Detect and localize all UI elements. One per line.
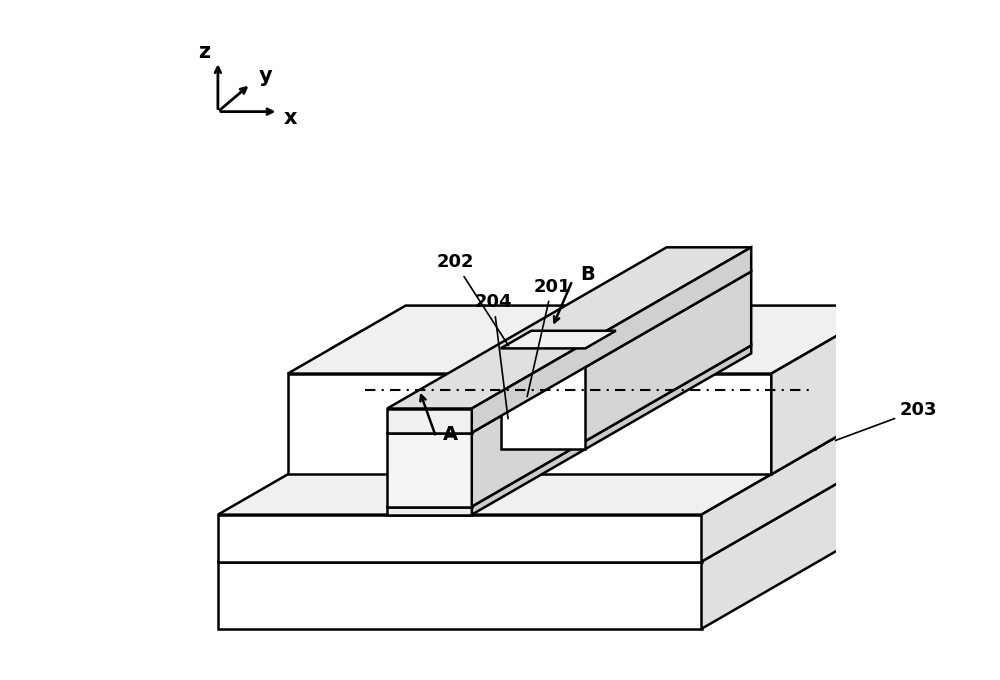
Polygon shape [387, 345, 751, 507]
Polygon shape [387, 271, 751, 432]
Polygon shape [387, 507, 472, 515]
Polygon shape [218, 354, 981, 515]
Polygon shape [218, 401, 981, 562]
Polygon shape [542, 373, 771, 475]
Polygon shape [218, 515, 702, 562]
Text: 200: 200 [0, 679, 1, 680]
Polygon shape [472, 248, 751, 432]
Polygon shape [542, 305, 889, 373]
Polygon shape [387, 409, 472, 432]
Text: 202: 202 [436, 254, 509, 345]
Text: x: x [284, 107, 297, 128]
Text: 201: 201 [527, 278, 571, 396]
Polygon shape [218, 562, 702, 629]
Polygon shape [472, 345, 751, 515]
Text: y: y [259, 66, 272, 86]
Polygon shape [815, 330, 846, 449]
Polygon shape [331, 348, 501, 449]
Polygon shape [472, 271, 751, 507]
Text: A: A [443, 425, 458, 444]
Text: B: B [580, 265, 595, 284]
Polygon shape [585, 330, 846, 348]
Polygon shape [387, 248, 751, 409]
Polygon shape [387, 432, 472, 507]
Polygon shape [585, 348, 815, 449]
Polygon shape [702, 401, 981, 629]
Polygon shape [702, 354, 981, 562]
Text: z: z [198, 42, 210, 62]
Polygon shape [501, 330, 616, 348]
Polygon shape [288, 373, 457, 475]
Text: 203: 203 [835, 401, 938, 441]
Polygon shape [501, 330, 531, 449]
Polygon shape [501, 348, 585, 449]
Polygon shape [457, 305, 575, 475]
Polygon shape [288, 305, 575, 373]
Text: 204: 204 [475, 293, 512, 419]
Polygon shape [771, 305, 889, 475]
Polygon shape [331, 330, 531, 348]
